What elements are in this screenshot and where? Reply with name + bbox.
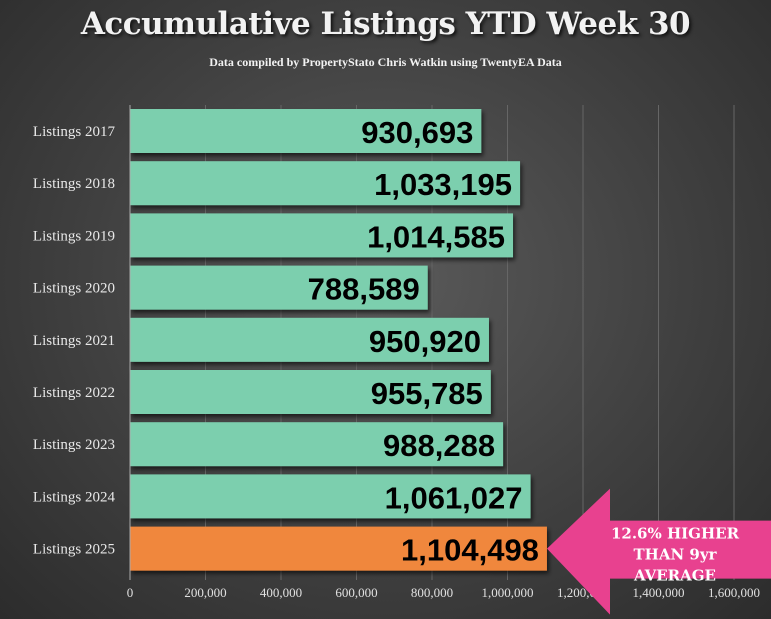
value-label: 788,589 [308,272,420,307]
category-label: Listings 2024 [33,489,116,505]
bar [130,474,531,519]
bar [130,265,428,310]
annotation-text: 12.6% HIGHER [611,525,740,543]
category-label: Listings 2021 [33,333,115,349]
category-label: Listings 2018 [33,176,115,192]
category-label: Listings 2017 [33,124,116,140]
category-label: Listings 2022 [33,385,115,401]
chart-subtitle: Data compiled by PropertyStato Chris Wat… [209,55,562,69]
category-label: Listings 2019 [33,228,115,244]
category-label: Listings 2023 [33,437,115,453]
x-tick-label: 1,600,000 [708,585,760,600]
value-label: 1,061,027 [385,480,523,515]
category-label: Listings 2025 [33,542,115,558]
bar [130,161,521,206]
value-label: 1,033,195 [374,167,512,202]
bar [130,109,482,153]
value-label: 1,104,498 [401,533,539,568]
annotation-text: THAN 9yr [634,546,718,564]
chart-title: Accumulative Listings YTD Week 30 [80,6,691,42]
bar [130,526,547,571]
x-tick-label: 400,000 [260,585,302,600]
x-tick-label: 0 [127,585,134,600]
annotation-text: AVERAGE [633,567,716,585]
x-tick-label: 200,000 [184,585,226,600]
value-label: 1,014,585 [367,219,505,254]
value-label: 988,288 [383,428,495,463]
x-tick-label: 800,000 [411,585,453,600]
x-tick-label: 600,000 [335,585,377,600]
x-tick-label: 1,000,000 [482,585,534,600]
category-label: Listings 2020 [33,281,115,297]
bar [130,317,489,362]
annotation-arrow [547,488,771,615]
bar [130,370,491,414]
bar [130,213,514,258]
bar [130,422,504,467]
value-label: 955,785 [371,376,483,411]
x-tick-label: 1,400,000 [633,585,685,600]
value-label: 950,920 [369,324,481,359]
value-label: 930,693 [361,115,473,150]
